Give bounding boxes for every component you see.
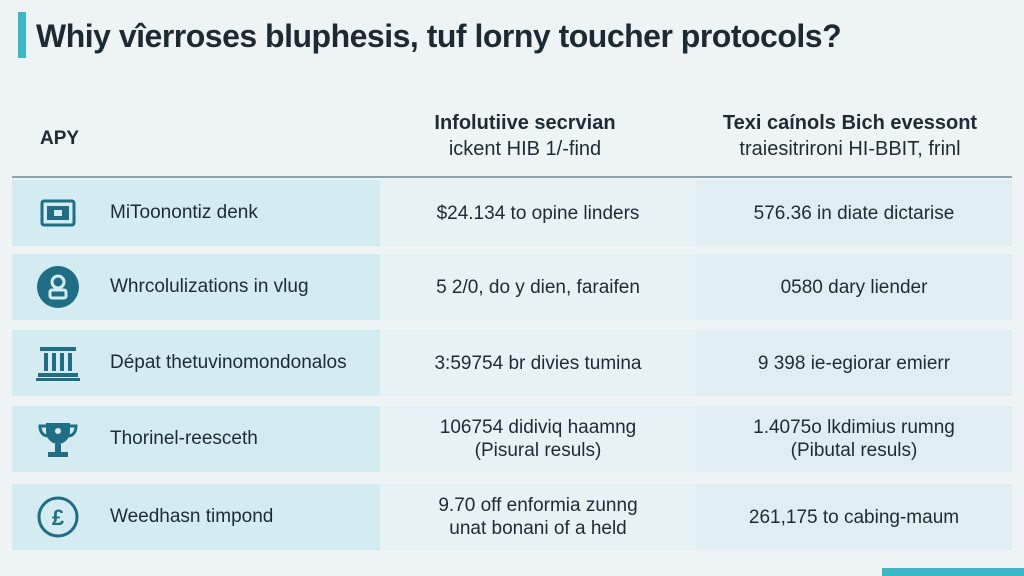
wallet-icon (36, 191, 80, 235)
row-value-cell: 9 398 ie-egiorar emierr (696, 330, 1012, 396)
header-divider (12, 176, 1012, 178)
row-value: 3:59754 br divies tumina (434, 352, 642, 374)
row-value-note: (Pibutal resuls) (790, 440, 918, 461)
pound-coin-icon: £ (36, 495, 80, 539)
column-header-2-line2: ickent HIB 1/-find (448, 138, 602, 160)
row-value-note: (Pisural resuls) (474, 440, 602, 461)
column-header-apy: APY (40, 128, 80, 149)
table-row: £ Weedhasn timpond 9.70 off enformia zun… (12, 484, 1012, 550)
svg-text:£: £ (52, 505, 65, 530)
row-value-note: unat bonani of a held (449, 518, 627, 539)
row-value: 1.4075o lkdimius rumng (753, 417, 955, 438)
row-label-cell: £ Weedhasn timpond (12, 484, 380, 550)
row-value-cell: 576.36 in diate dictarise (696, 180, 1012, 246)
row-label: Dépat thetuvinomondonalos (110, 352, 347, 373)
page-title: Whiy vîerroses bluphesis, tuf lorny touc… (36, 18, 842, 54)
row-value-cell: 0580 dary liender (696, 254, 1012, 320)
row-label: MiToonontiz denk (110, 202, 258, 223)
row-value-cell: 106754 didiviq haamng (Pisural resuls) (380, 406, 696, 472)
row-value: 5 2/0, do y dien, faraifen (436, 276, 640, 298)
row-label-cell: Thorinel-reesceth (12, 406, 380, 472)
row-value: 576.36 in diate dictarise (753, 202, 955, 224)
row-label-cell: MiToonontiz denk (12, 180, 380, 246)
row-value-cell: 3:59754 br divies tumina (380, 330, 696, 396)
trophy-icon (36, 417, 80, 461)
row-value: 9.70 off enformia zunng (438, 495, 638, 516)
row-value-cell: 9.70 off enformia zunng unat bonani of a… (380, 484, 696, 550)
row-label: Whrcolulizations in vlug (110, 276, 309, 297)
row-label: Weedhasn timpond (110, 506, 274, 527)
row-value-cell: 261,175 to cabing-maum (696, 484, 1012, 550)
row-value: 9 398 ie-egiorar emierr (757, 352, 951, 374)
row-label: Thorinel-reesceth (110, 428, 258, 449)
row-label-cell: Dépat thetuvinomondonalos (12, 330, 380, 396)
row-value: $24.134 to opine linders (436, 202, 640, 224)
row-value: 261,175 to cabing-maum (748, 506, 960, 528)
column-header-3-line1: Texi caínols Bich evessont (722, 112, 978, 134)
row-value-cell: $24.134 to opine linders (380, 180, 696, 246)
table-row: MiToonontiz denk $24.134 to opine linder… (12, 180, 1012, 246)
column-header-3-line2: traiesitrironi HI-BBIT, frinl (739, 138, 961, 160)
title-accent-bar (18, 12, 26, 58)
table-row: Whrcolulizations in vlug 5 2/0, do y die… (12, 254, 1012, 320)
row-label-cell: Whrcolulizations in vlug (12, 254, 380, 320)
table-row: Thorinel-reesceth 106754 didiviq haamng … (12, 406, 1012, 472)
column-header-2: Infolutiive secrvian ickent HIB 1/-find (380, 110, 670, 162)
bank-icon (36, 341, 80, 385)
row-value: 106754 didiviq haamng (439, 417, 637, 438)
row-value: 0580 dary liender (780, 276, 928, 298)
column-header-3: Texi caínols Bich evessont traiesitriron… (700, 110, 1000, 162)
row-value-cell: 1.4075o lkdimius rumng (Pibutal resuls) (696, 406, 1012, 472)
table-row: Dépat thetuvinomondonalos 3:59754 br div… (12, 330, 1012, 396)
row-value-cell: 5 2/0, do y dien, faraifen (380, 254, 696, 320)
corner-accent-bar (882, 568, 1024, 576)
column-header-2-line1: Infolutiive secrvian (434, 112, 616, 134)
user-icon (36, 265, 80, 309)
